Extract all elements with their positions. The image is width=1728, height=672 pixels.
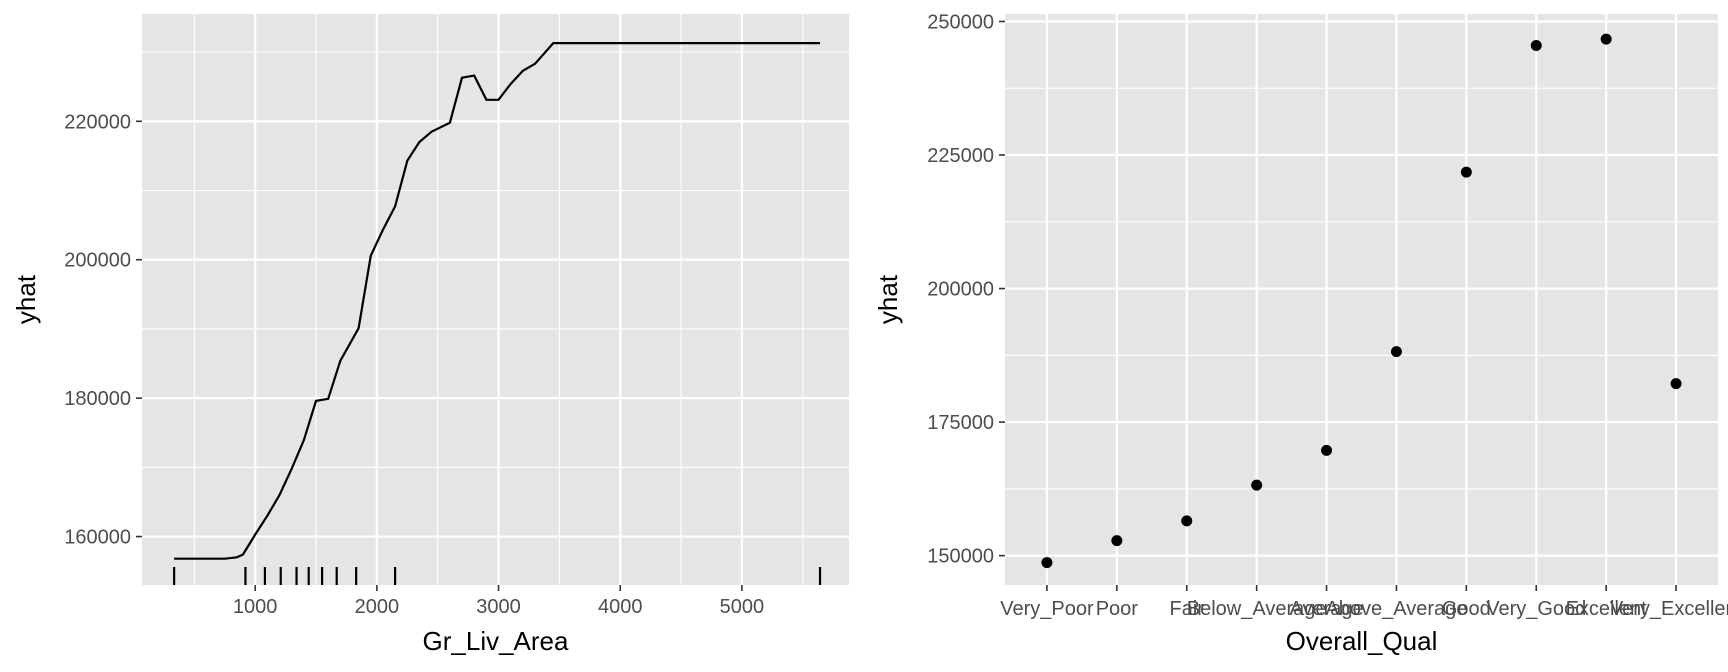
data-point xyxy=(1181,515,1193,527)
x-tick-label: Fair xyxy=(1170,598,1205,620)
series-line xyxy=(174,42,820,560)
data-point xyxy=(1321,444,1333,456)
x-tick-label: Very_Poor xyxy=(1000,598,1094,620)
axes: 1000 2000 3000 4000 5000 160000 180000 200000 22… xyxy=(64,111,764,618)
x-tick-label: Poor xyxy=(1096,598,1139,620)
y-tick-label: 200000 xyxy=(927,279,994,301)
panel-background xyxy=(1005,14,1718,585)
x-tick-label: Good xyxy=(1442,598,1491,620)
x-tick-label: Above_Average xyxy=(1325,598,1467,620)
y-tick-label: 160000 xyxy=(64,527,131,549)
data-point xyxy=(1600,33,1612,45)
x-tick-label: 3000 xyxy=(476,596,521,618)
y-tick-label: 175000 xyxy=(927,412,994,434)
y-tick-label: 220000 xyxy=(64,111,131,133)
x-axis-title: Overall_Qual xyxy=(1286,626,1438,656)
y-tick-label: 150000 xyxy=(927,546,994,568)
x-tick-label: Excellent xyxy=(1566,598,1648,620)
data-point xyxy=(1111,535,1123,547)
x-tick-label: 4000 xyxy=(598,596,643,618)
gridlines xyxy=(1005,14,1718,585)
x-tick-label: 2000 xyxy=(355,596,400,618)
data-point xyxy=(1041,557,1053,569)
y-tick-label: 250000 xyxy=(927,11,994,33)
axes: Very_Poor Poor FairBelow_AverageAverageAbo… xyxy=(927,11,1728,620)
panel-background xyxy=(142,14,849,585)
x-axis-title: Gr_Liv_Area xyxy=(423,626,569,656)
y-axis-title: yhat xyxy=(11,274,41,324)
rug-marks xyxy=(173,567,822,585)
gr-liv-area-panel: 1000 2000 3000 4000 5000 160000 180000 200000 22… xyxy=(11,14,849,656)
y-tick-label: 200000 xyxy=(64,250,131,272)
data-point xyxy=(1251,479,1263,491)
y-tick-label: 225000 xyxy=(927,145,994,167)
x-tick-label: Very_Excellent xyxy=(1610,598,1728,620)
gridlines xyxy=(142,14,849,585)
y-tick-label: 180000 xyxy=(64,388,131,410)
data-point xyxy=(1390,346,1402,358)
y-axis-title: yhat xyxy=(873,274,903,324)
data-point xyxy=(1670,378,1682,390)
x-tick-label: Below_Average xyxy=(1187,598,1327,620)
data-point xyxy=(1530,40,1542,52)
x-tick-label: Average xyxy=(1289,598,1363,620)
data-point xyxy=(1460,166,1472,178)
x-tick-label: 1000 xyxy=(233,596,278,618)
x-tick-label: 5000 xyxy=(720,596,765,618)
overall-qual-panel: Very_Poor Poor FairBelow_AverageAverageAbo… xyxy=(873,11,1728,656)
series-points xyxy=(1041,33,1682,569)
x-tick-label: Very_Good xyxy=(1486,598,1586,620)
